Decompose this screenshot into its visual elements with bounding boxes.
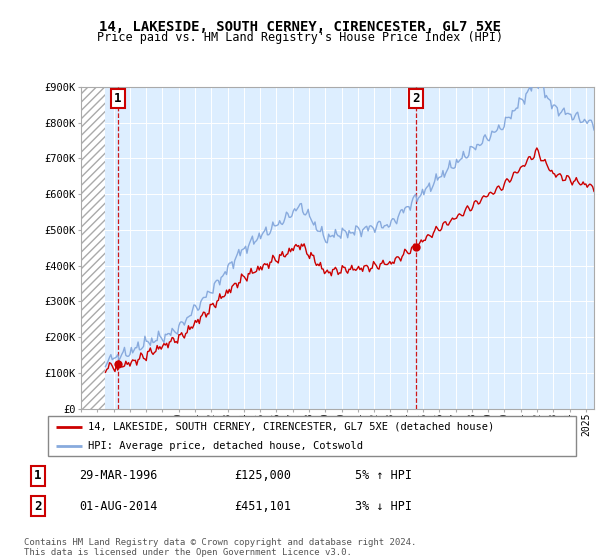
FancyBboxPatch shape [48, 416, 576, 456]
Text: 5% ↑ HPI: 5% ↑ HPI [355, 469, 412, 482]
Text: 14, LAKESIDE, SOUTH CERNEY, CIRENCESTER, GL7 5XE (detached house): 14, LAKESIDE, SOUTH CERNEY, CIRENCESTER,… [88, 422, 494, 432]
Text: HPI: Average price, detached house, Cotswold: HPI: Average price, detached house, Cots… [88, 441, 362, 450]
Text: 3% ↓ HPI: 3% ↓ HPI [355, 500, 412, 513]
Text: 01-AUG-2014: 01-AUG-2014 [79, 500, 158, 513]
Text: Contains HM Land Registry data © Crown copyright and database right 2024.
This d: Contains HM Land Registry data © Crown c… [24, 538, 416, 557]
Text: 2: 2 [412, 92, 420, 105]
Text: £125,000: £125,000 [234, 469, 291, 482]
Text: £451,101: £451,101 [234, 500, 291, 513]
Text: 2: 2 [34, 500, 41, 513]
Text: 14, LAKESIDE, SOUTH CERNEY, CIRENCESTER, GL7 5XE: 14, LAKESIDE, SOUTH CERNEY, CIRENCESTER,… [99, 20, 501, 34]
Text: 29-MAR-1996: 29-MAR-1996 [79, 469, 158, 482]
Text: 1: 1 [34, 469, 41, 482]
Text: Price paid vs. HM Land Registry's House Price Index (HPI): Price paid vs. HM Land Registry's House … [97, 31, 503, 44]
Bar [81, 87, 106, 409]
Text: 1: 1 [114, 92, 121, 105]
